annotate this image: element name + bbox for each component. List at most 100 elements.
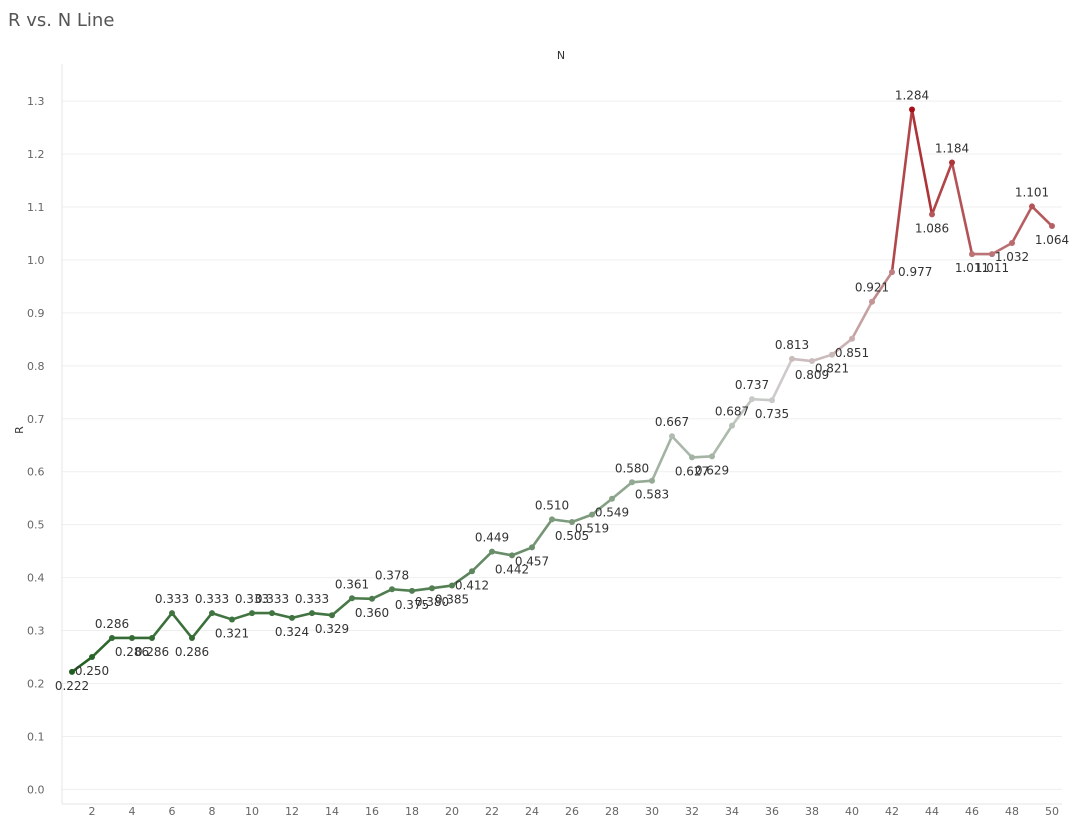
data-point[interactable] xyxy=(689,454,695,461)
data-point[interactable] xyxy=(709,453,715,460)
data-label: 0.821 xyxy=(815,362,849,376)
data-point[interactable] xyxy=(409,587,415,594)
data-point[interactable] xyxy=(869,298,875,305)
data-point[interactable] xyxy=(849,335,855,342)
data-point[interactable] xyxy=(449,582,455,589)
data-point[interactable] xyxy=(289,614,295,621)
data-point[interactable] xyxy=(149,634,155,641)
data-label: 0.457 xyxy=(515,554,549,568)
data-point[interactable] xyxy=(829,351,835,358)
x-tick-label: 38 xyxy=(805,805,819,818)
data-label: 0.977 xyxy=(898,265,932,279)
y-tick-label: 0.5 xyxy=(27,519,45,532)
data-label: 0.442 xyxy=(495,562,529,576)
line-segment xyxy=(610,481,634,501)
data-label: 1.011 xyxy=(955,261,989,275)
data-point[interactable] xyxy=(189,634,195,641)
data-point[interactable] xyxy=(649,477,655,484)
line-segment xyxy=(90,636,114,659)
line-segment xyxy=(270,611,294,620)
data-point[interactable] xyxy=(229,616,235,623)
data-point[interactable] xyxy=(549,516,555,523)
data-point[interactable] xyxy=(429,585,435,592)
line-segment xyxy=(1010,205,1034,245)
y-tick-label: 0.1 xyxy=(27,730,45,743)
data-point[interactable] xyxy=(789,355,795,362)
line-segment xyxy=(770,357,794,402)
data-label: 1.011 xyxy=(975,261,1009,275)
line-segment xyxy=(1030,205,1054,228)
data-point[interactable] xyxy=(729,422,735,429)
data-label: 0.735 xyxy=(755,407,789,421)
data-point[interactable] xyxy=(329,612,335,619)
data-point[interactable] xyxy=(309,610,315,617)
data-point[interactable] xyxy=(509,552,515,559)
line-segment xyxy=(370,587,394,601)
data-label: 0.286 xyxy=(135,645,169,659)
data-point[interactable] xyxy=(629,479,635,486)
data-point[interactable] xyxy=(89,654,95,661)
data-point[interactable] xyxy=(809,358,815,365)
x-tick-label: 4 xyxy=(129,805,136,818)
data-point[interactable] xyxy=(1009,239,1015,246)
data-point[interactable] xyxy=(749,396,755,403)
line-segment xyxy=(850,300,874,341)
x-axis-ticks: 2 4 6 8 10 12 14 16 18 20 22 24 26 28 30 32 34 36 38 40 42 44… xyxy=(89,805,1060,818)
line-segment xyxy=(990,241,1014,256)
line-segment xyxy=(170,611,194,640)
data-label: 0.510 xyxy=(535,498,569,512)
data-label: 0.321 xyxy=(215,626,249,640)
data-label: 0.222 xyxy=(55,679,89,693)
data-point[interactable] xyxy=(249,610,255,617)
data-point[interactable] xyxy=(349,595,355,602)
data-point[interactable] xyxy=(209,610,215,617)
data-label: 0.333 xyxy=(295,592,329,606)
y-tick-label: 0.7 xyxy=(27,413,45,426)
data-label: 0.250 xyxy=(75,664,109,678)
data-label: 0.324 xyxy=(275,625,309,639)
data-point[interactable] xyxy=(669,433,675,440)
data-point[interactable] xyxy=(929,211,935,218)
line-segment xyxy=(950,161,974,256)
data-label: 0.378 xyxy=(375,568,409,582)
x-tick-label: 44 xyxy=(925,805,939,818)
data-point[interactable] xyxy=(589,511,595,518)
line-segment xyxy=(150,611,174,640)
line-segment xyxy=(390,587,414,593)
data-point[interactable] xyxy=(989,251,995,258)
data-point[interactable] xyxy=(269,610,275,617)
data-point[interactable] xyxy=(129,634,135,641)
data-label: 0.627 xyxy=(675,464,709,478)
data-point[interactable] xyxy=(469,568,475,575)
x-tick-label: 28 xyxy=(605,805,619,818)
line-segment xyxy=(930,161,954,216)
data-point[interactable] xyxy=(1029,203,1035,210)
data-point[interactable] xyxy=(169,610,175,617)
data-point[interactable] xyxy=(949,159,955,166)
data-label: 0.380 xyxy=(415,595,449,609)
y-tick-label: 0.6 xyxy=(27,466,45,479)
data-point[interactable] xyxy=(489,548,495,555)
line-segment xyxy=(730,397,754,427)
data-label: 0.921 xyxy=(855,281,889,295)
data-point[interactable] xyxy=(369,595,375,602)
data-label: 1.032 xyxy=(995,250,1029,264)
data-point[interactable] xyxy=(769,397,775,404)
data-point[interactable] xyxy=(529,544,535,551)
data-point[interactable] xyxy=(969,251,975,258)
data-point[interactable] xyxy=(69,668,75,675)
data-point[interactable] xyxy=(389,586,395,593)
y-tick-label: 0.0 xyxy=(27,783,45,796)
data-point[interactable] xyxy=(609,495,615,502)
data-label: 0.580 xyxy=(615,461,649,475)
x-tick-label: 36 xyxy=(765,805,779,818)
data-point[interactable] xyxy=(1049,223,1055,230)
data-label: 0.385 xyxy=(435,593,469,607)
x-tick-label: 34 xyxy=(725,805,739,818)
line-segment xyxy=(830,337,854,356)
y-tick-label: 0.2 xyxy=(27,678,45,691)
data-point[interactable] xyxy=(569,519,575,526)
data-point[interactable] xyxy=(109,634,115,641)
data-point[interactable] xyxy=(909,106,915,113)
data-point[interactable] xyxy=(889,269,895,276)
